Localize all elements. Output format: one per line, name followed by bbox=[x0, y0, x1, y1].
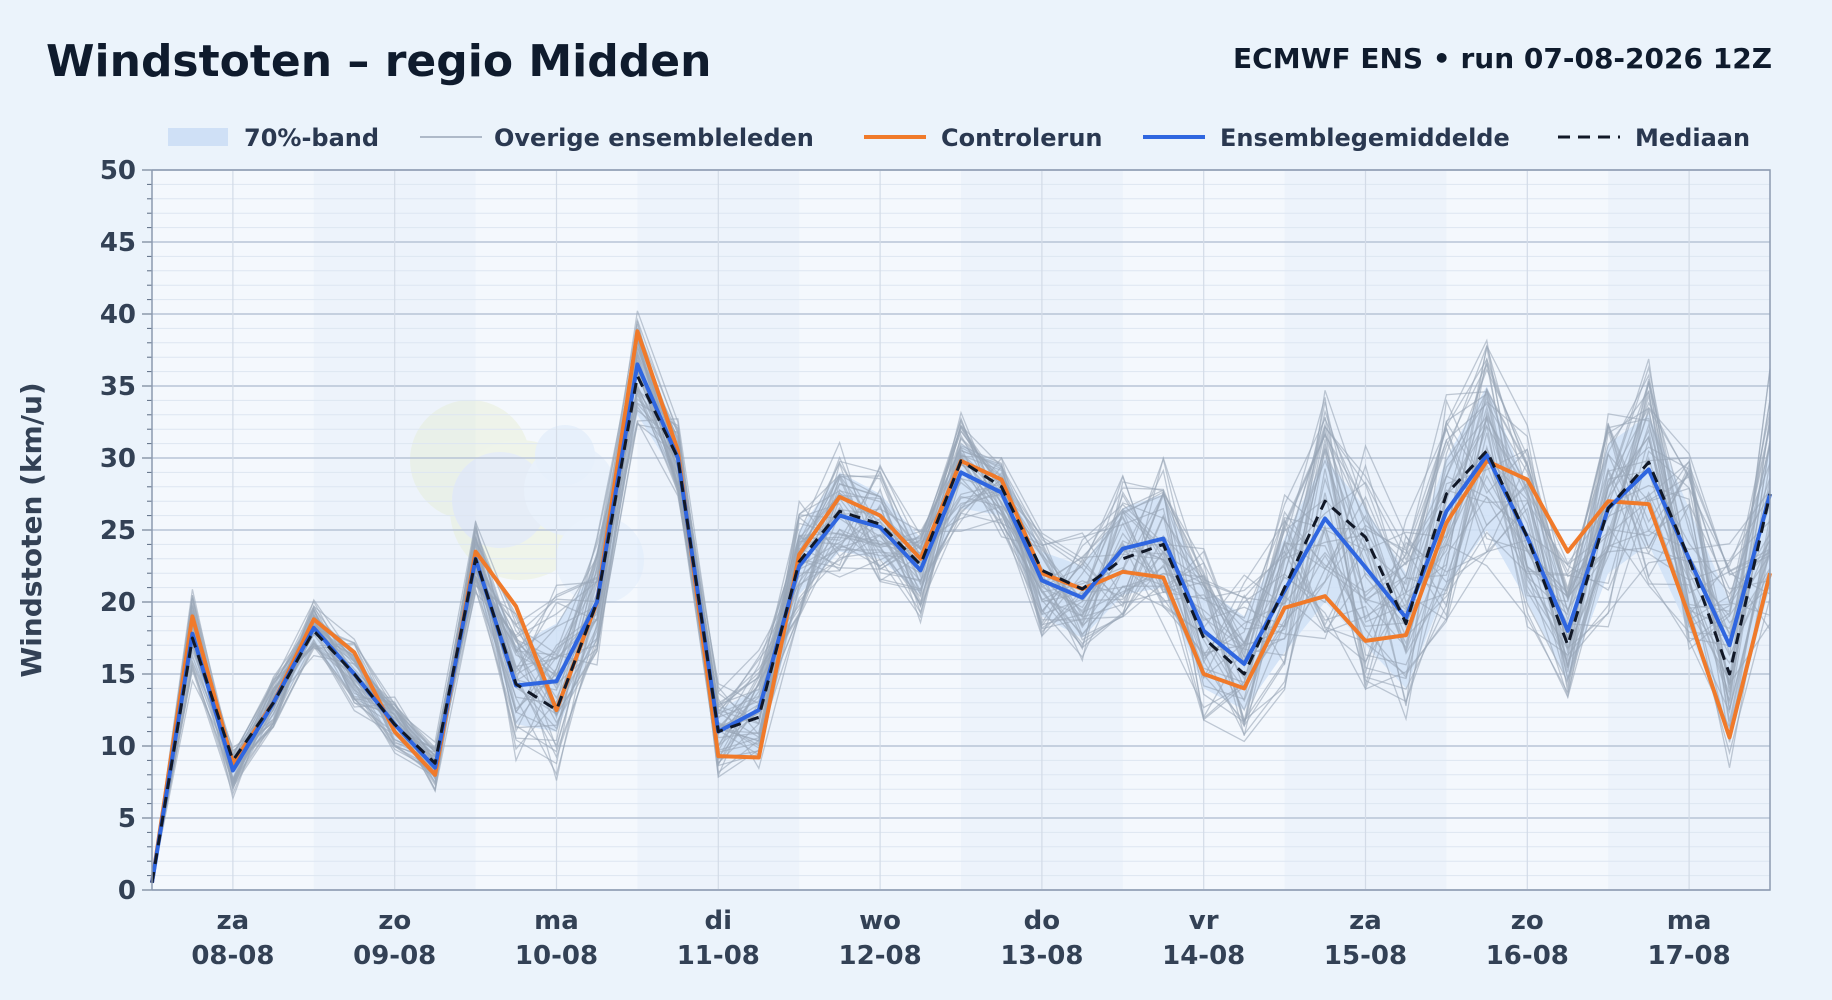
x-tick-date: 12-08 bbox=[839, 941, 922, 971]
x-tick-date: 10-08 bbox=[515, 941, 598, 971]
y-tick-label: 50 bbox=[100, 156, 136, 186]
y-tick-label: 15 bbox=[100, 660, 136, 690]
ensemble-member-line bbox=[151, 405, 1771, 883]
ensemble-member-line bbox=[151, 328, 1771, 883]
y-tick-label: 5 bbox=[118, 804, 136, 834]
y-tick-label: 35 bbox=[100, 372, 136, 402]
x-tick-day: ma bbox=[1667, 906, 1712, 936]
x-tick-date: 08-08 bbox=[191, 941, 274, 971]
x-tick-date: 17-08 bbox=[1648, 941, 1731, 971]
x-tick-date: 13-08 bbox=[1000, 941, 1083, 971]
legend-swatch-band bbox=[168, 128, 228, 146]
y-tick-label: 20 bbox=[100, 588, 136, 618]
legend-label: Overige ensembleleden bbox=[494, 124, 814, 152]
ensemble-member-line bbox=[151, 388, 1771, 883]
x-tick-date: 09-08 bbox=[353, 941, 436, 971]
y-axis-label: Windstoten (km/u) bbox=[15, 382, 48, 677]
x-tick-day: zo bbox=[1511, 906, 1544, 936]
x-tick-date: 11-08 bbox=[677, 941, 760, 971]
y-tick-label: 25 bbox=[100, 516, 136, 546]
y-tick-label: 10 bbox=[100, 732, 136, 762]
y-tick-label: 0 bbox=[118, 876, 136, 906]
x-tick-date: 14-08 bbox=[1162, 941, 1245, 971]
ensemble-member-line bbox=[151, 310, 1771, 883]
legend-label: Controlerun bbox=[941, 124, 1103, 152]
run-info: ECMWF ENS • run 07-08-2026 12Z bbox=[1233, 42, 1772, 75]
ensemble-member-line bbox=[151, 320, 1771, 883]
legend-label: 70%-band bbox=[244, 124, 379, 152]
ensemble-member-line bbox=[151, 364, 1771, 883]
y-tick-label: 45 bbox=[100, 228, 136, 258]
y-tick-label: 40 bbox=[100, 300, 136, 330]
chart-title: Windstoten – regio Midden bbox=[46, 36, 712, 87]
legend-label: Mediaan bbox=[1635, 124, 1750, 152]
x-tick-day: di bbox=[705, 906, 733, 936]
x-tick-date: 16-08 bbox=[1486, 941, 1569, 971]
x-tick-day: zo bbox=[378, 906, 411, 936]
legend-label: Ensemblegemiddelde bbox=[1220, 124, 1510, 152]
x-tick-date: 15-08 bbox=[1324, 941, 1407, 971]
x-tick-day: za bbox=[1349, 906, 1382, 936]
y-tick-label: 30 bbox=[100, 444, 136, 474]
x-tick-day: vr bbox=[1189, 906, 1219, 936]
x-tick-day: ma bbox=[534, 906, 579, 936]
x-tick-day: wo bbox=[859, 906, 901, 936]
plot-frame bbox=[151, 169, 1771, 891]
median-line bbox=[150, 374, 1772, 884]
x-tick-day: do bbox=[1024, 906, 1060, 936]
x-tick-day: za bbox=[217, 906, 250, 936]
